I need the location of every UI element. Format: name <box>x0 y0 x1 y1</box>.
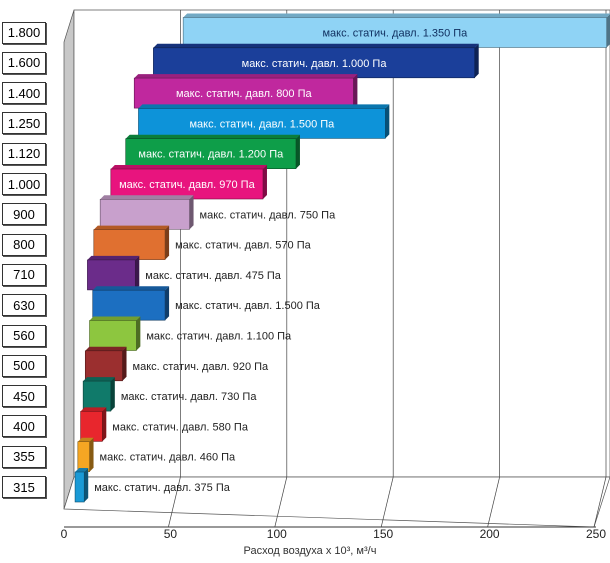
x-tick-label: 50 <box>163 527 178 541</box>
x-tick-label: 200 <box>479 527 500 541</box>
bar-side <box>84 468 89 502</box>
bar-1.600 <box>153 47 476 79</box>
gridline-floor <box>593 476 607 528</box>
bar-label: макс. статич. давл. 375 Па <box>94 482 231 494</box>
bar-1.800 <box>182 17 607 48</box>
chart-bars <box>74 13 610 503</box>
bar-side <box>474 43 479 78</box>
gridline-floor <box>274 476 288 528</box>
bar-top <box>100 195 194 200</box>
bar-450 <box>82 380 112 412</box>
x-tick-label: 250 <box>585 527 607 541</box>
bar-top <box>77 437 94 442</box>
bar-side <box>135 255 140 290</box>
category-label: 900 <box>2 203 46 226</box>
bar-900 <box>99 199 190 230</box>
x-tick-label: 0 <box>60 527 68 541</box>
bar-side <box>262 165 267 199</box>
bar-top <box>125 134 300 139</box>
bar-label: макс. статич. давл. 580 Па <box>112 421 249 433</box>
category-label: 1.800 <box>2 21 46 44</box>
bar-label: макс. статич. давл. 1.000 Па <box>242 58 388 70</box>
bar-top <box>93 225 170 230</box>
category-label: 1.400 <box>2 82 46 105</box>
bar-top <box>89 316 141 321</box>
bar-side <box>295 134 300 169</box>
bar-side <box>606 14 610 48</box>
bar-side <box>102 407 107 442</box>
bar-side <box>136 316 141 351</box>
bar-side <box>165 225 170 260</box>
bar-800 <box>93 229 166 260</box>
bar-label: макс. статич. давл. 970 Па <box>119 179 256 191</box>
bar-label: макс. статич. давл. 1.350 Па <box>322 28 468 40</box>
bar-side <box>165 286 170 321</box>
bar-label: макс. статич. давл. 475 Па <box>145 270 282 282</box>
bar-side <box>385 104 390 139</box>
bar-side <box>353 74 358 109</box>
gridline-floor <box>487 476 500 528</box>
bar-top <box>87 255 140 260</box>
bar-label: макс. статич. давл. 1.200 Па <box>138 149 284 161</box>
category-label: 1.600 <box>2 51 46 74</box>
bar-500 <box>84 350 123 382</box>
bar-top <box>153 43 479 48</box>
bar-top <box>85 346 127 351</box>
bar-top <box>110 165 267 169</box>
bar-top <box>92 286 170 291</box>
category-label: 1.120 <box>2 142 46 165</box>
bar-side <box>110 377 115 412</box>
bar-top <box>138 104 390 109</box>
bar-630 <box>92 289 166 321</box>
bar-side <box>189 195 194 230</box>
bar-top <box>83 377 115 382</box>
bar-label: макс. статич. давл. 570 Па <box>175 240 312 252</box>
bar-1.000 <box>110 168 264 200</box>
category-label: 500 <box>2 354 46 377</box>
bar-label: макс. статич. давл. 920 Па <box>133 361 270 373</box>
category-label: 315 <box>2 476 46 498</box>
category-label: 1.000 <box>2 173 46 195</box>
bar-top <box>134 74 358 79</box>
category-label: 630 <box>2 294 46 317</box>
bar-355 <box>77 441 90 473</box>
bar-top <box>183 13 610 18</box>
gridline-floor <box>168 476 181 528</box>
side-wall <box>63 9 75 510</box>
x-tick-label: 100 <box>266 527 287 541</box>
category-label: 355 <box>2 445 46 468</box>
category-label: 450 <box>2 385 46 408</box>
bar-560 <box>89 320 137 351</box>
bar-1.400 <box>133 77 354 109</box>
bar-label: макс. статич. давл. 1.500 Па <box>189 118 335 130</box>
category-label: 710 <box>2 263 46 286</box>
bar-315 <box>74 471 85 503</box>
bar-side <box>89 437 94 472</box>
chart-bar-labels: макс. статич. давл. 1.350 Па макс. статич… <box>94 28 468 495</box>
bar-label: макс. статич. давл. 750 Па <box>200 209 337 221</box>
x-tick-label: 150 <box>373 527 394 541</box>
bar-710 <box>87 259 136 291</box>
bar-label: макс. статич. давл. 460 Па <box>100 452 237 464</box>
bar-top <box>80 407 107 412</box>
bar-400 <box>80 411 103 442</box>
bar-1.120 <box>125 138 297 169</box>
bar-label: макс. статич. давл. 1.500 Па <box>175 300 321 312</box>
bar-label: макс. статич. давл. 730 Па <box>121 391 258 403</box>
category-label: 400 <box>2 415 46 438</box>
bar-side <box>122 346 127 381</box>
gridline-floor <box>380 476 394 528</box>
bar-label: макс. статич. давл. 800 Па <box>176 88 313 100</box>
category-label: 560 <box>2 324 46 347</box>
floor <box>63 476 610 528</box>
category-label: 1.250 <box>2 112 46 135</box>
x-axis-title: Расход воздуха x 10³, м³/ч <box>243 545 377 557</box>
bar-top <box>75 468 89 472</box>
category-label: 800 <box>2 233 46 256</box>
bar-1.250 <box>138 108 386 139</box>
bar-label: макс. статич. давл. 1.100 Па <box>146 331 292 343</box>
